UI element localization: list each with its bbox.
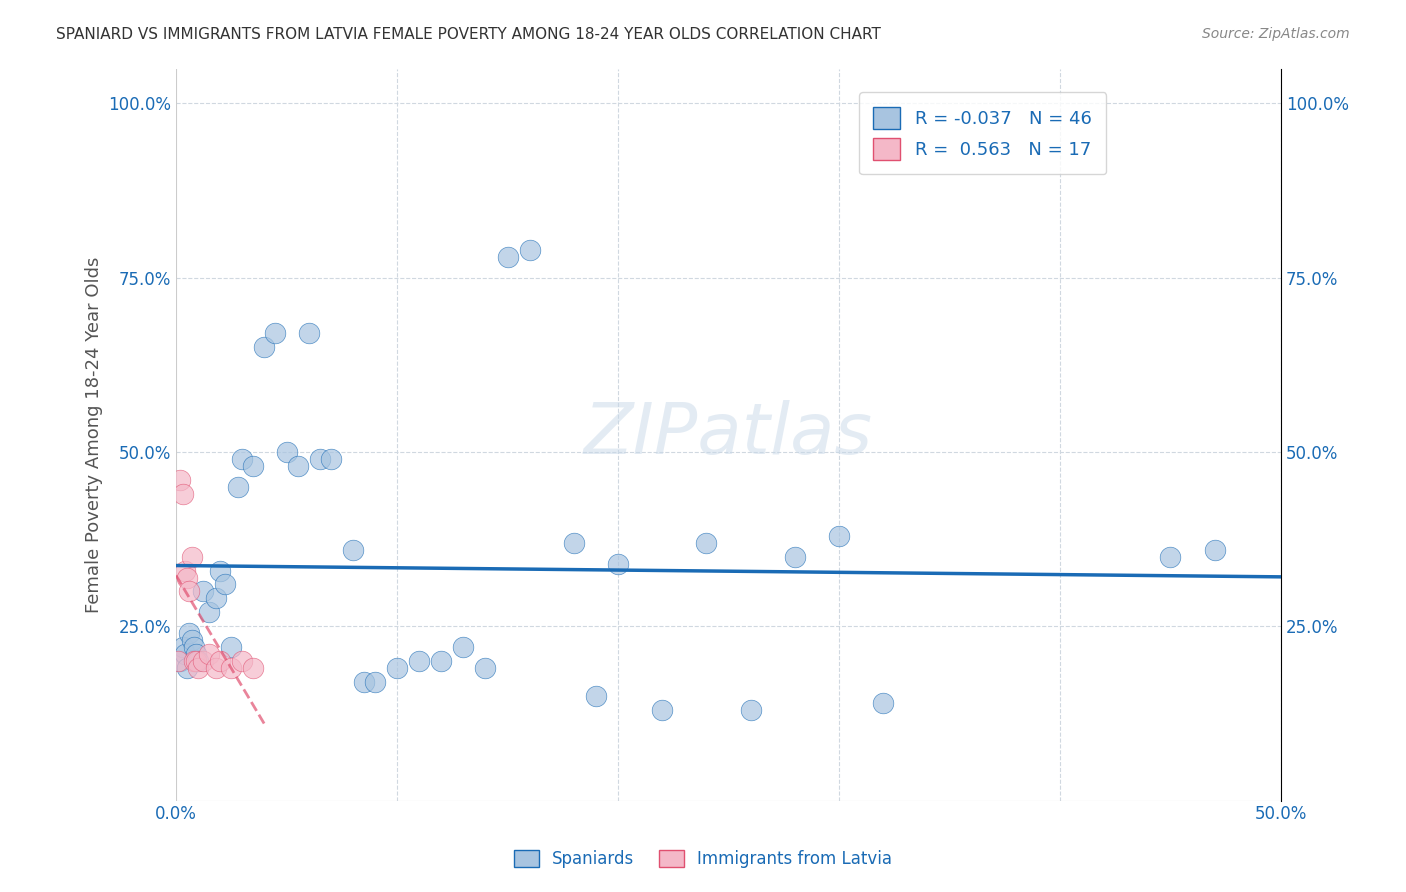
Point — [172, 487, 194, 501]
Point — [430, 654, 453, 668]
Point — [167, 654, 190, 668]
Point — [184, 647, 207, 661]
Point — [221, 661, 243, 675]
Point — [872, 696, 894, 710]
Point — [1204, 542, 1226, 557]
Point — [496, 250, 519, 264]
Point — [651, 703, 673, 717]
Point — [174, 564, 197, 578]
Point — [179, 584, 201, 599]
Point — [828, 529, 851, 543]
Point — [353, 675, 375, 690]
Point — [607, 557, 630, 571]
Point — [242, 458, 264, 473]
Point — [191, 584, 214, 599]
Point — [214, 577, 236, 591]
Point — [205, 661, 228, 675]
Point — [226, 480, 249, 494]
Point — [385, 661, 408, 675]
Point — [342, 542, 364, 557]
Point — [169, 473, 191, 487]
Point — [183, 640, 205, 655]
Point — [519, 243, 541, 257]
Point — [180, 549, 202, 564]
Text: Source: ZipAtlas.com: Source: ZipAtlas.com — [1202, 27, 1350, 41]
Point — [695, 535, 717, 549]
Point — [740, 703, 762, 717]
Point — [264, 326, 287, 341]
Point — [180, 633, 202, 648]
Point — [276, 445, 298, 459]
Point — [198, 606, 221, 620]
Point — [364, 675, 387, 690]
Point — [198, 647, 221, 661]
Point — [184, 654, 207, 668]
Point — [187, 661, 209, 675]
Point — [474, 661, 496, 675]
Legend: Spaniards, Immigrants from Latvia: Spaniards, Immigrants from Latvia — [508, 843, 898, 875]
Point — [221, 640, 243, 655]
Point — [242, 661, 264, 675]
Point — [174, 647, 197, 661]
Text: SPANIARD VS IMMIGRANTS FROM LATVIA FEMALE POVERTY AMONG 18-24 YEAR OLDS CORRELAT: SPANIARD VS IMMIGRANTS FROM LATVIA FEMAL… — [56, 27, 882, 42]
Point — [287, 458, 309, 473]
Text: ZIPatlas: ZIPatlas — [583, 401, 873, 469]
Point — [205, 591, 228, 606]
Point — [187, 654, 209, 668]
Point — [253, 340, 276, 354]
Point — [231, 452, 253, 467]
Point — [453, 640, 475, 655]
Point — [783, 549, 806, 564]
Point — [183, 654, 205, 668]
Point — [1159, 549, 1181, 564]
Point — [191, 654, 214, 668]
Point — [172, 640, 194, 655]
Legend: R = -0.037   N = 46, R =  0.563   N = 17: R = -0.037 N = 46, R = 0.563 N = 17 — [859, 92, 1107, 174]
Point — [179, 626, 201, 640]
Point — [585, 689, 607, 703]
Point — [231, 654, 253, 668]
Point — [308, 452, 330, 467]
Point — [562, 535, 585, 549]
Point — [169, 654, 191, 668]
Y-axis label: Female Poverty Among 18-24 Year Olds: Female Poverty Among 18-24 Year Olds — [86, 256, 103, 613]
Point — [176, 661, 198, 675]
Point — [319, 452, 342, 467]
Point — [408, 654, 430, 668]
Point — [209, 564, 232, 578]
Point — [209, 654, 232, 668]
Point — [176, 570, 198, 584]
Point — [298, 326, 321, 341]
